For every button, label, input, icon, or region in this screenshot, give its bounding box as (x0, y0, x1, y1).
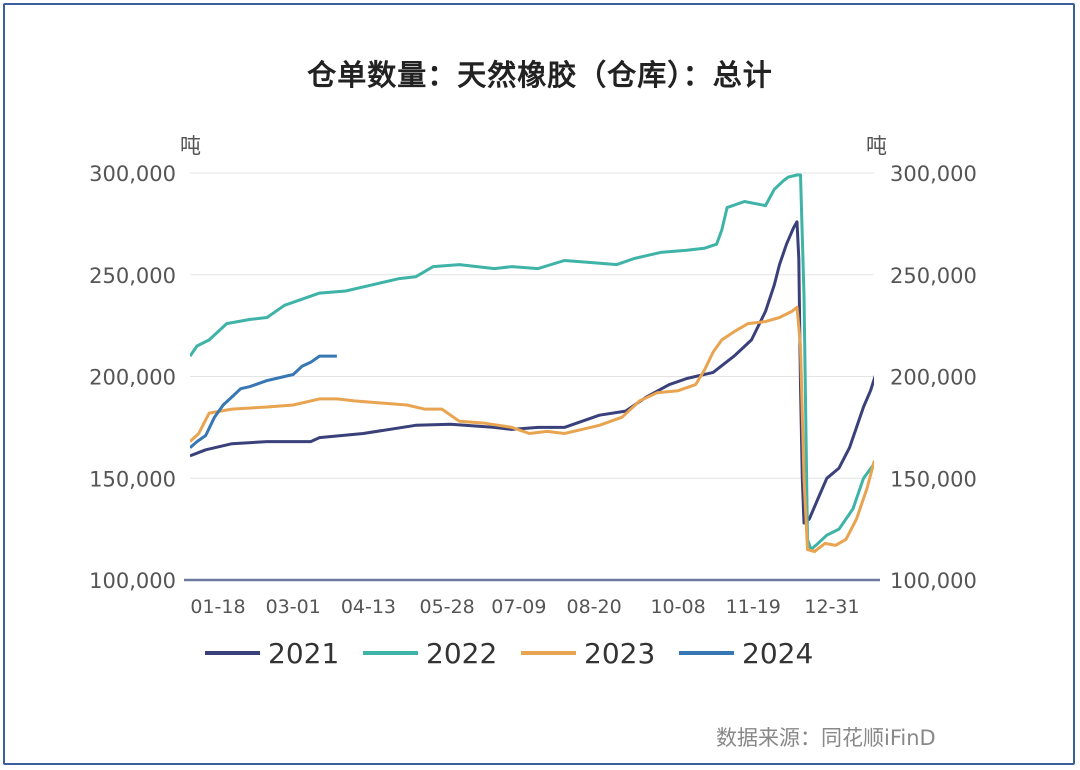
y-tick-label-right: 100,000 (890, 569, 977, 593)
series-lines (190, 173, 874, 553)
x-tick-label: 08-20 (566, 596, 621, 618)
series-line-2024 (190, 354, 337, 449)
chart-title: 仓单数量：天然橡胶（仓库）：总计 (307, 58, 773, 92)
x-tick-label: 10-08 (650, 596, 705, 618)
legend: 2021 2022 2023 2024 (205, 637, 813, 670)
series-line-2023 (190, 305, 874, 553)
chart-frame (3, 3, 1075, 765)
series-line-2022 (190, 173, 874, 551)
x-tick-label: 04-13 (341, 596, 396, 618)
x-tick-label: 03-01 (266, 596, 321, 618)
y-tick-label-left: 200,000 (89, 366, 176, 390)
legend-item-2022: 2022 (363, 637, 497, 670)
legend-label: 2023 (584, 637, 655, 670)
x-tick-label: 05-28 (420, 596, 475, 618)
x-tick-label: 07-09 (491, 596, 546, 618)
y-tick-label-right: 250,000 (890, 264, 977, 288)
y-tick-label-left: 250,000 (89, 264, 176, 288)
x-tick-label: 12-31 (804, 596, 859, 618)
axes: 100,000 100,000 150,000 150,000 200,000 200,0… (89, 162, 977, 618)
y-tick-label-right: 200,000 (890, 366, 977, 390)
right-axis-unit: 吨 (866, 134, 887, 158)
y-tick-label-left: 150,000 (89, 467, 176, 491)
legend-item-2021: 2021 (205, 637, 339, 670)
x-tick-label: 01-18 (190, 596, 245, 618)
legend-label: 2024 (742, 637, 813, 670)
left-axis-unit: 吨 (180, 134, 201, 158)
y-tick-label-left: 300,000 (89, 162, 176, 186)
y-tick-label-left: 100,000 (89, 569, 176, 593)
legend-label: 2022 (426, 637, 497, 670)
data-source-note: 数据来源：同花顺iFinD (716, 726, 936, 750)
gridlines (190, 172, 874, 479)
legend-item-2024: 2024 (679, 637, 813, 670)
x-tick-label: 11-19 (726, 596, 781, 618)
legend-label: 2021 (268, 637, 339, 670)
y-tick-label-right: 300,000 (890, 162, 977, 186)
y-tick-label-right: 150,000 (890, 467, 977, 491)
legend-item-2023: 2023 (521, 637, 655, 670)
series-line-2021 (190, 220, 874, 525)
